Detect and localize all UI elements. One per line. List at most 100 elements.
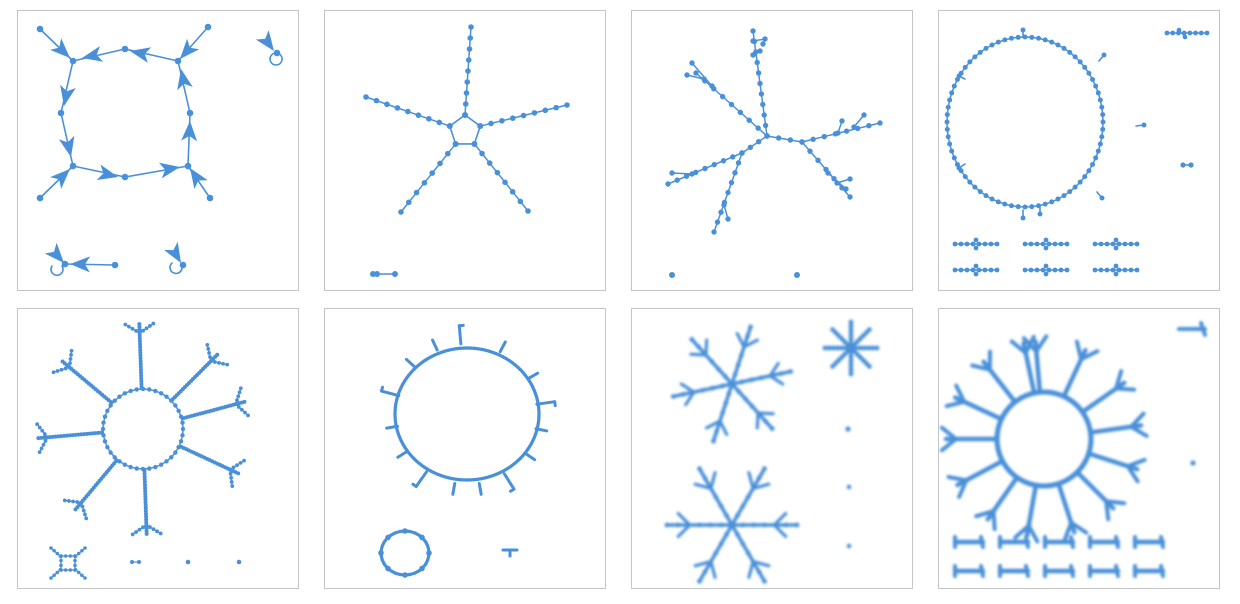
graph-node	[419, 566, 425, 572]
graph-node	[1190, 460, 1195, 465]
graph-node	[849, 333, 854, 338]
graph-edge	[681, 384, 694, 392]
graph-node	[543, 107, 549, 113]
graph-node	[857, 346, 862, 351]
graph-node	[159, 532, 163, 536]
graph-node	[847, 194, 852, 199]
graph-node	[77, 571, 81, 575]
graph-node	[153, 465, 157, 469]
graph-node	[1067, 50, 1072, 55]
graph-node	[207, 351, 211, 355]
graph-node	[217, 361, 221, 365]
graph-node	[724, 513, 729, 518]
graph-node	[947, 98, 952, 103]
graph-node	[103, 414, 107, 418]
graph-node	[1199, 31, 1204, 36]
graph-node	[719, 541, 724, 546]
graph-node	[113, 455, 117, 459]
graph-node	[750, 38, 755, 43]
graph-node	[74, 507, 78, 511]
graph-node	[164, 394, 168, 398]
graph-edge	[504, 474, 514, 489]
graph-node	[713, 494, 718, 499]
graph-node	[756, 70, 761, 75]
graph-node	[141, 525, 145, 529]
graph-edge	[188, 113, 190, 166]
graph-node	[495, 170, 501, 176]
graph-node	[1093, 268, 1098, 273]
graph-node	[234, 402, 238, 406]
graph-node	[1065, 268, 1070, 273]
graph-node	[35, 422, 39, 426]
graph-node	[1105, 242, 1110, 247]
graph-node	[398, 209, 404, 215]
graph-node	[972, 185, 977, 190]
graph-node	[69, 554, 73, 558]
graph-node	[959, 242, 964, 247]
graph-node	[709, 83, 714, 88]
graph-node	[55, 552, 59, 556]
graph-edge	[537, 402, 555, 405]
graph-node	[1123, 268, 1128, 273]
graph-node	[1053, 268, 1058, 273]
graph-edge	[459, 326, 461, 344]
graph-node	[1098, 141, 1103, 146]
graph-node	[755, 125, 760, 130]
graph-node	[159, 462, 163, 466]
graph-node	[1059, 242, 1064, 247]
graph-node	[465, 68, 471, 74]
graph-node	[510, 189, 516, 195]
graph-node	[957, 74, 962, 79]
graph-edge	[757, 413, 758, 428]
graph-node	[429, 170, 435, 176]
panel-snowflakes	[631, 308, 913, 589]
graph-node	[730, 154, 735, 159]
graph-node	[755, 60, 760, 65]
graph-node	[1043, 37, 1048, 42]
graph-node	[946, 105, 951, 110]
graph-node	[665, 181, 670, 186]
graph-node	[949, 149, 954, 154]
graph-node	[402, 528, 408, 534]
graph-node	[700, 388, 705, 393]
graph-node	[49, 576, 53, 580]
graph-edge	[1116, 566, 1118, 576]
graph-edge	[994, 511, 995, 529]
graph-node	[693, 70, 698, 75]
graph-node	[849, 354, 854, 359]
graph-node	[784, 523, 789, 528]
graph-node	[684, 72, 689, 77]
graph-node	[945, 112, 950, 117]
graph-node	[725, 190, 730, 195]
graph-node	[866, 123, 871, 128]
graph-node	[564, 102, 570, 108]
graph-node	[59, 568, 63, 572]
graph-node	[974, 238, 979, 243]
graph-node	[971, 242, 976, 247]
graph-node	[135, 387, 139, 391]
graph-node	[113, 399, 117, 403]
graph-node	[153, 389, 157, 393]
graph-node	[866, 346, 871, 351]
graph-node	[44, 439, 48, 443]
graph-node	[1055, 197, 1060, 202]
graph-node	[748, 145, 753, 150]
graph-node	[750, 52, 755, 57]
graph-node	[957, 166, 962, 171]
graph-node	[1099, 268, 1104, 273]
graph-edge	[749, 562, 753, 578]
graph-node	[73, 564, 77, 568]
graph-edge	[416, 472, 426, 487]
graph-large-ring	[939, 11, 1220, 291]
graph-node	[714, 429, 719, 434]
graph-node	[206, 347, 210, 351]
panel-blurry-ring-star	[938, 308, 1220, 589]
graph-node	[847, 544, 852, 549]
graph-node	[757, 570, 762, 575]
graph-node	[215, 353, 219, 357]
graph-node	[977, 242, 982, 247]
graph-node	[84, 517, 88, 521]
graph-node	[1193, 31, 1198, 36]
graph-node	[1038, 212, 1043, 217]
graph-node	[42, 443, 46, 447]
